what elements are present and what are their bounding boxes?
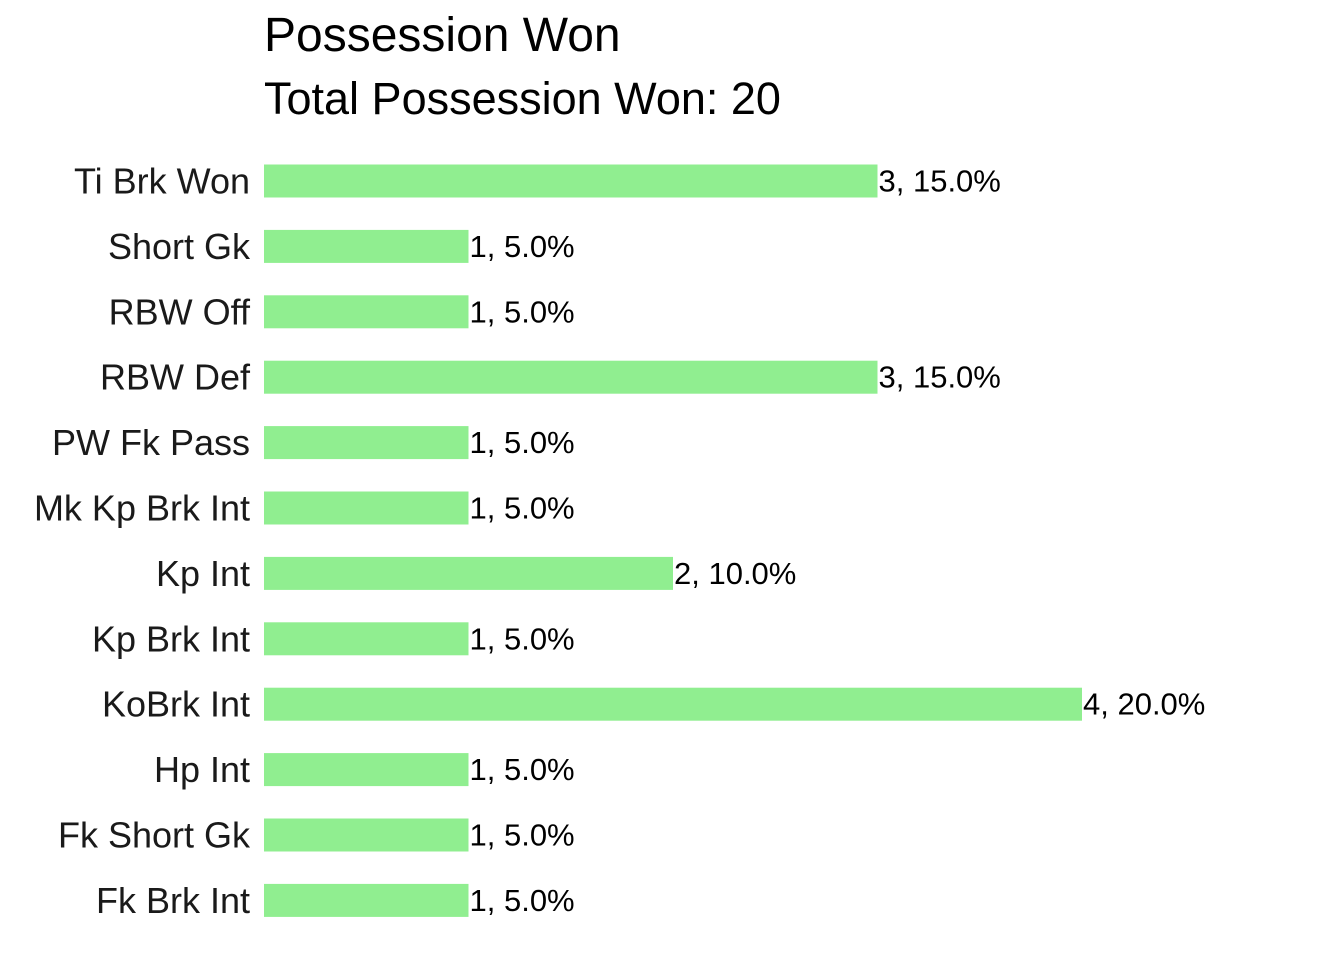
category-label: Fk Brk Int [96, 880, 250, 921]
bar-value-label: 1, 5.0% [470, 621, 575, 656]
chart-title: Possession Won [264, 9, 621, 62]
category-label: Kp Brk Int [92, 618, 250, 659]
category-labels: Ti Brk Won Short Gk RBW Off RBW Def PW Fk Pa… [34, 161, 251, 921]
bar-value-label: 1, 5.0% [470, 818, 575, 853]
category-label: Fk Short Gk [58, 815, 251, 856]
bar [264, 687, 1082, 721]
bars [264, 164, 1082, 917]
bar [264, 818, 469, 852]
bar [264, 360, 878, 394]
bar-value-label: 1, 5.0% [470, 425, 575, 460]
bar-value-label: 3, 15.0% [879, 164, 1001, 199]
category-label: RBW Off [109, 291, 251, 332]
bar-value-label: 1, 5.0% [470, 229, 575, 264]
category-label: Short Gk [108, 226, 251, 267]
bar-value-label: 2, 10.0% [674, 556, 796, 591]
bar [264, 164, 878, 198]
category-label: Ti Brk Won [74, 161, 250, 202]
bar-value-label: 1, 5.0% [470, 883, 575, 918]
bar-value-label: 1, 5.0% [470, 752, 575, 787]
data-labels: 3, 15.0% 1, 5.0% 1, 5.0% 3, 15.0% 1, 5.0% 1, … [470, 164, 1206, 918]
bar [264, 753, 469, 787]
bar [264, 556, 673, 590]
bar [264, 883, 469, 917]
bar-value-label: 3, 15.0% [879, 360, 1001, 395]
category-label: RBW Def [100, 357, 251, 398]
category-label: KoBrk Int [102, 684, 250, 725]
category-label: PW Fk Pass [52, 422, 250, 463]
category-label: Kp Int [156, 553, 250, 594]
bar [264, 491, 469, 525]
bar-value-label: 4, 20.0% [1083, 687, 1205, 722]
bar-value-label: 1, 5.0% [470, 294, 575, 329]
bar [264, 622, 469, 656]
bar [264, 426, 469, 460]
category-label: Hp Int [154, 749, 250, 790]
chart-subtitle: Total Possession Won: 20 [264, 73, 781, 124]
bar [264, 229, 469, 263]
bar-value-label: 1, 5.0% [470, 491, 575, 526]
category-label: Mk Kp Brk Int [34, 488, 250, 529]
bar [264, 295, 469, 329]
